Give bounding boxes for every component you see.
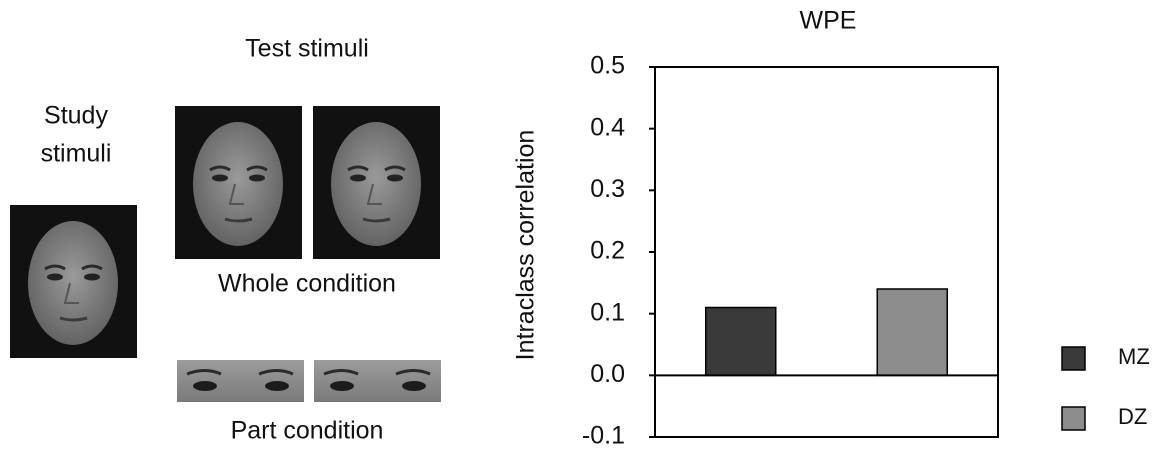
y-tick-label: 0.0 [590, 360, 625, 388]
y-tick-label: 0.2 [590, 237, 625, 265]
study-label: stimuli [41, 140, 112, 168]
y-tick-label: 0.4 [590, 113, 625, 141]
legend-label: DZ [1118, 404, 1147, 429]
part-eyes [175, 358, 306, 404]
test-face [311, 104, 442, 261]
study-face [8, 203, 139, 360]
test-face [173, 104, 304, 261]
y-tick-label: -0.1 [582, 422, 625, 450]
chart-title: WPE [800, 7, 857, 35]
bar [705, 306, 777, 377]
stimuli-panel: Study stimuli Test stimuli Whole conditi… [8, 35, 443, 445]
y-axis-label: Intraclass correlation [512, 130, 540, 361]
legend-swatch [1061, 346, 1086, 371]
plot-frame [654, 66, 999, 438]
part-label: Part condition [231, 417, 384, 445]
y-tick-label: 0.3 [590, 175, 625, 203]
legend-swatch [1061, 406, 1086, 431]
y-tick-label: 0.5 [590, 52, 625, 80]
whole-label: Whole condition [218, 270, 396, 298]
part-eyes [312, 358, 443, 404]
test-label: Test stimuli [245, 35, 369, 63]
legend-label: MZ [1118, 344, 1150, 369]
bar [876, 288, 948, 377]
study-label: Study [44, 102, 108, 130]
y-tick-label: 0.1 [590, 298, 625, 326]
